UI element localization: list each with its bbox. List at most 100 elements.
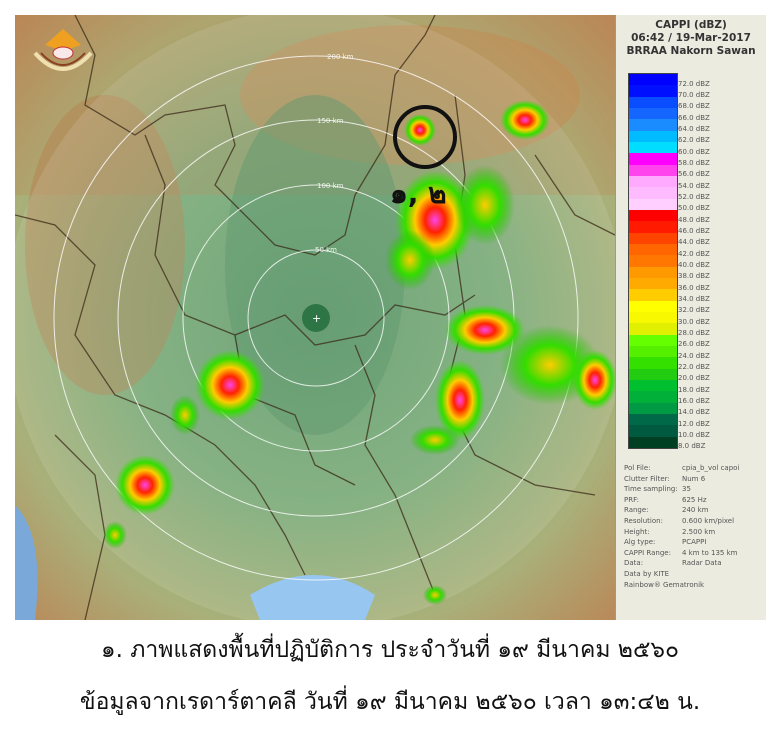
gulf-of-thailand [250,575,375,620]
scale-label: 68.0 dBZ [678,102,710,111]
info-key: CAPPI Range: [624,548,671,557]
info-value: 2.500 km [682,527,716,536]
info-value: 240 km [682,506,709,515]
scale-band [629,425,677,438]
scale-label: 46.0 dBZ [678,227,710,235]
info-key: Pol File: [624,464,651,472]
scale-label: 56.0 dBZ [678,170,710,179]
scale-band [629,176,677,188]
info-row: Data: Radar Data [624,558,739,569]
scale-band [629,108,677,120]
info-value: Num 6 [682,474,706,483]
info-row: Clutter Filter: Num 6 [624,474,739,485]
radar-info: Pol File: cpia_b_vol capoi Clutter Filter:… [624,463,739,590]
scale-label: 50.0 dBZ [678,204,710,213]
scale-label: 18.0 dBZ [678,385,710,394]
scale-label: 58.0 dBZ [678,159,710,167]
info-key: Resolution: [624,516,663,525]
legend-panel: CAPPI (dBZ) 06:42 / 19-Mar-2017 BRRAA Na… [615,15,766,620]
ground-clutter [302,304,330,332]
scale-band [629,232,677,245]
range-label-200: 200 km [327,53,354,61]
scale-band [629,300,677,313]
scale-band [629,402,677,415]
caption-line-2: ข้อมูลจากเรดาร์ตาคลี วันที่ ๑๙ มีนาคม ๒๕… [79,689,701,715]
scale-label: 24.0 dBZ [678,351,710,360]
scale-band [629,130,677,143]
scale-band [629,380,677,392]
info-row: Pol File: cpia_b_vol capoi [624,463,739,474]
annotation-label: ๑, ๒ [390,177,447,210]
scale-band [629,244,677,256]
scale-band [629,368,677,381]
scale-band [629,210,677,222]
scale-label: 36.0 dBZ [678,283,710,292]
info-row: Alg type: PCAPPI [624,537,739,548]
scale-label: 52.0 dBZ [678,193,710,201]
info-value: PCAPPI [682,538,707,547]
range-label-100: 100 km [317,182,344,190]
info-row: Resolution: 0.600 km/pixel [624,516,739,527]
product-title: CAPPI (dBZ) [655,19,727,31]
info-row: PRF: 625 Hz [624,495,739,506]
scale-band [629,85,677,98]
scale-label: 8.0 dBZ [678,442,706,451]
scale-band [629,312,677,324]
scale-band [629,391,677,404]
scale-label: 10.0 dBZ [678,431,710,439]
scale-band [629,278,677,290]
info-key: PRF: [624,495,639,504]
info-row: Range: 240 km [624,505,739,516]
color-scale [628,73,678,449]
highlight-circle [393,105,457,169]
scale-label: 66.0 dBZ [678,113,710,122]
precipitation-echoes [103,100,615,605]
info-value: Radar Data [682,559,722,568]
radar-station: BRRAA Nakorn Sawan [626,45,756,57]
info-key: Rainbow® Gematronik [624,580,705,589]
radar-image: 50 km 100 km 150 km 200 km + ๑, ๒ [15,15,766,620]
range-label-150: 150 km [317,117,344,125]
info-value: 4 km to 135 km [682,548,738,557]
scale-band [629,187,677,200]
scale-label: 54.0 dBZ [678,181,710,190]
scale-label: 38.0 dBZ [678,272,710,281]
scale-band [629,119,677,132]
scale-label: 60.0 dBZ [678,147,710,156]
range-ring-200 [53,55,579,581]
sea-west [15,505,38,620]
info-row: Data by KITE [624,569,739,580]
info-key: Clutter Filter: [624,474,670,483]
scale-band [629,255,677,268]
scale-label: 34.0 dBZ [678,295,710,303]
scale-label: 12.0 dBZ [678,419,710,428]
info-key: Height: [624,527,650,536]
info-key: Data: [624,559,644,568]
agency-logo [33,29,93,71]
scale-band [629,323,677,336]
info-row: Height: 2.500 km [624,527,739,538]
info-key: Alg type: [624,538,656,547]
province-borders [15,15,615,620]
range-ring-50 [247,249,385,387]
scale-band [629,334,677,347]
range-ring-100 [182,184,450,452]
scale-band [629,96,677,109]
scale-label: 44.0 dBZ [678,238,710,247]
scale-label: 64.0 dBZ [678,125,710,133]
scale-band [629,414,677,426]
info-row: Rainbow® Gematronik [624,580,739,591]
info-value: cpia_b_vol capoi [682,464,740,472]
scale-label: 26.0 dBZ [678,340,710,349]
scale-band [629,357,677,370]
product-datetime: 06:42 / 19-Mar-2017 [631,32,751,44]
scale-band [629,153,677,166]
scale-label: 28.0 dBZ [678,329,710,337]
scale-label: 20.0 dBZ [678,374,710,383]
scale-label: 16.0 dBZ [678,397,710,405]
scale-label: 14.0 dBZ [678,408,710,417]
scale-label: 70.0 dBZ [678,91,710,99]
scale-label: 72.0 dBZ [678,79,710,88]
info-key: Range: [624,506,649,515]
scale-label: 32.0 dBZ [678,306,710,315]
